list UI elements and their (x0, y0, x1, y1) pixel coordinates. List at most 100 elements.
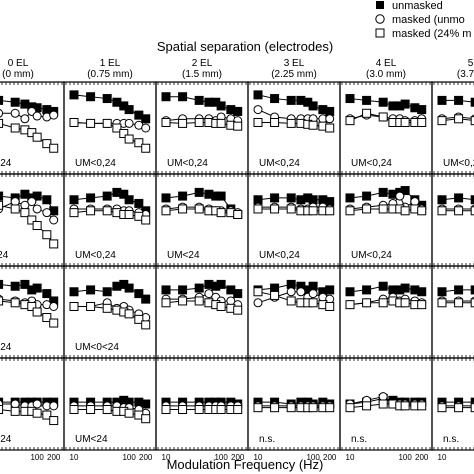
point-masked_24 (308, 298, 318, 308)
point-unmasked (437, 287, 447, 297)
point-masked_24 (216, 118, 226, 128)
panel-label: n.s. (443, 434, 459, 445)
point-masked_24 (286, 403, 296, 413)
point-masked_24 (194, 405, 204, 415)
column-subheader-4: (3.0 mm) (366, 69, 406, 80)
chart-title: Spatial separation (electrodes) (157, 39, 333, 54)
point-masked_24 (112, 123, 122, 133)
panel-frame (339, 265, 433, 359)
point-masked_24 (454, 114, 464, 124)
panel-r2-c1: UM<0<24 (63, 265, 157, 359)
point-unmasked (378, 97, 388, 107)
panel-r3-c4: n.s. (339, 357, 433, 451)
point-unmasked (216, 101, 226, 111)
point-masked_24 (270, 290, 280, 300)
column-header-0: 0 EL (8, 58, 29, 69)
point-masked_unmod (10, 399, 20, 409)
column-subheader-1: (0.75 mm) (87, 69, 133, 80)
point-masked_24 (362, 298, 372, 308)
point-masked_24 (178, 204, 188, 214)
panel-r0-c0: <0<24 (0, 81, 65, 175)
point-masked_unmod (204, 289, 214, 299)
point-unmasked (362, 285, 372, 295)
point-masked_unmod (253, 105, 263, 115)
panel-frame (431, 81, 474, 175)
point-masked_unmod (378, 392, 388, 402)
point-unmasked (141, 294, 151, 304)
x-tick-label: 200 (323, 453, 337, 462)
point-unmasked (417, 287, 427, 297)
point-masked_24 (308, 206, 318, 216)
column-header-5: 5 EL (468, 58, 474, 69)
point-unmasked (345, 287, 355, 297)
point-masked_24 (86, 405, 96, 415)
point-unmasked (286, 95, 296, 105)
point-masked_24 (42, 313, 52, 323)
point-unmasked (178, 191, 188, 201)
point-masked_24 (378, 112, 388, 122)
column-subheader-2: (1.5 mm) (182, 69, 222, 80)
point-masked_24 (141, 414, 151, 424)
column-header-4: 4 EL (376, 58, 397, 69)
point-masked_24 (10, 123, 20, 133)
panel-r0-c1: UM<0,24 (63, 81, 157, 175)
point-masked_24 (161, 405, 171, 415)
point-masked_unmod (410, 197, 420, 207)
point-masked_24 (325, 123, 335, 133)
point-masked_24 (178, 296, 188, 306)
point-masked_24 (286, 296, 296, 306)
point-masked_24 (470, 298, 474, 308)
point-masked_24 (141, 215, 151, 225)
point-masked_24 (178, 118, 188, 128)
point-masked_24 (233, 209, 243, 219)
x-axis-label: Modulation Frequency (Hz) (167, 457, 324, 472)
point-masked_24 (470, 116, 474, 126)
legend-marker-unmasked (376, 1, 384, 9)
point-unmasked (194, 283, 204, 293)
x-tick-label: 200 (47, 453, 61, 462)
point-masked_24 (161, 117, 171, 127)
point-masked_24 (216, 405, 226, 415)
point-unmasked (454, 95, 464, 105)
panel-r2-c3 (247, 265, 341, 359)
point-unmasked (325, 106, 335, 116)
point-masked_unmod (32, 204, 42, 214)
point-unmasked (325, 197, 335, 207)
point-masked_unmod (27, 197, 37, 207)
panel-r1-c2: UM<24 (155, 173, 249, 267)
point-masked_24 (86, 301, 96, 311)
column-subheader-0: (0 mm) (2, 69, 34, 80)
point-masked_24 (194, 117, 204, 127)
panel-label: UM<0,24 (75, 158, 116, 169)
point-masked_unmod (10, 197, 20, 207)
point-unmasked (216, 279, 226, 289)
point-masked_24 (437, 206, 447, 216)
panel-r1-c5 (431, 173, 474, 267)
x-tick-label: 100 (398, 453, 412, 462)
point-masked_24 (42, 410, 52, 420)
point-masked_unmod (296, 287, 306, 297)
point-unmasked (308, 195, 318, 205)
point-masked_24 (194, 296, 204, 306)
panel-r1-c4: UM<0,24 (339, 173, 433, 267)
panel-grid: <0<24 UM<0,24 UM<0,24 UM<0,24 UM<0,24 UM<0,24… (0, 81, 474, 451)
point-masked_24 (378, 298, 388, 308)
point-masked_unmod (253, 298, 263, 308)
point-unmasked (345, 193, 355, 203)
point-unmasked (362, 95, 372, 105)
legend-label-masked-unmod: masked (unmo (392, 14, 465, 26)
point-masked_24 (102, 118, 112, 128)
column-headers: 0 EL(0 mm)1 EL(0.75 mm)2 EL(1.5 mm)3 EL(… (2, 58, 474, 80)
point-masked_24 (32, 408, 42, 418)
point-masked_24 (362, 204, 372, 214)
panel-label: <0<24 (0, 158, 12, 169)
point-masked_24 (49, 239, 59, 249)
x-tick-label: 10 (254, 453, 263, 462)
point-unmasked (161, 92, 171, 102)
x-tick-labels: 100 200 10 100 200 10 100 200 10 100 200 10 100 200 10 (30, 453, 447, 462)
panel-label: UM<0,24 (259, 250, 300, 261)
x-tick-label: 200 (415, 453, 429, 462)
point-unmasked (270, 283, 280, 293)
point-masked_24 (470, 206, 474, 216)
panel-frame (431, 265, 474, 359)
